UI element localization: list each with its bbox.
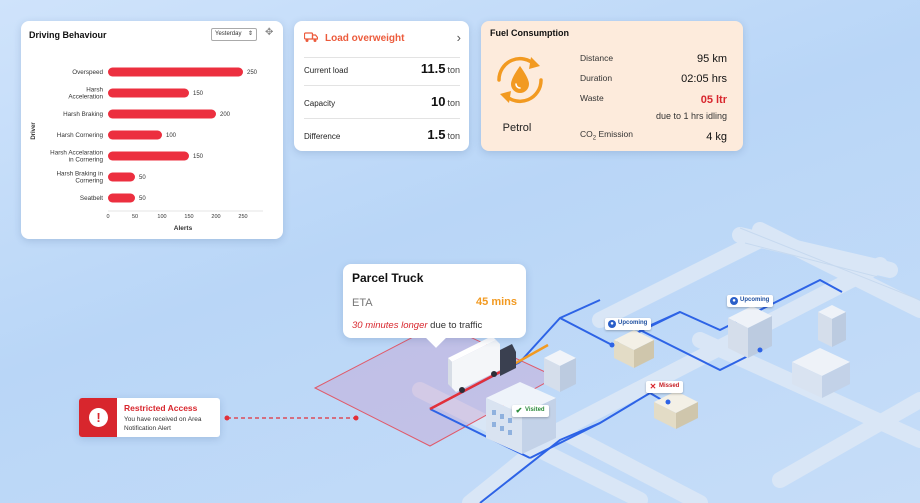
tick-label: 200 [211, 214, 220, 220]
capacity-label: Capacity [304, 99, 336, 108]
delay-message: 30 minutes longer due to traffic [352, 320, 483, 331]
waste-label: Waste [580, 93, 604, 103]
category-label: Harsh Cornering [57, 132, 104, 139]
tag-missed[interactable]: ✕ Missed [646, 381, 684, 393]
data-label: 100 [166, 133, 177, 139]
load-overweight-card[interactable]: Load overweight › Current load 11.5 ton C… [294, 21, 469, 151]
bar [108, 109, 216, 119]
clock-icon: ● [608, 320, 616, 328]
tick-label: 250 [238, 214, 247, 220]
divider [304, 85, 460, 86]
difference-label: Difference [304, 132, 341, 141]
building-warehouse [544, 350, 576, 392]
data-label: 150 [193, 154, 204, 160]
bar [108, 67, 243, 77]
parcel-truck-popup[interactable]: Parcel Truck ETA 45 mins 30 minutes long… [343, 264, 526, 348]
building-corner [792, 348, 850, 398]
category-label: Harsh [86, 87, 103, 94]
difference-value: 1.5 ton [427, 127, 460, 142]
check-icon: ✔ [515, 406, 523, 415]
bar [108, 130, 162, 140]
duration-value: 02:05 hrs [681, 73, 727, 85]
difference-row: Difference 1.5 ton [304, 125, 460, 147]
driving-behaviour-title: Driving Behaviour [29, 30, 107, 40]
category-label: Harsh Braking in [56, 171, 103, 178]
distance-value: 95 km [697, 53, 727, 65]
duration-label: Duration [580, 73, 613, 83]
bar [108, 88, 189, 98]
truck-icon [304, 32, 318, 42]
tick-label: 0 [106, 214, 109, 220]
current-load-row: Current load 11.5 ton [304, 59, 460, 81]
chevron-right-icon[interactable]: › [456, 30, 461, 45]
category-label: Cornering [75, 178, 103, 185]
clock-icon: ● [730, 297, 738, 305]
divider [304, 57, 460, 58]
bar [108, 193, 135, 203]
waste-note: due to 1 hrs idling [655, 111, 727, 121]
data-label: 50 [139, 196, 146, 202]
category-label: in Cornering [69, 157, 104, 164]
category-label: Harsh Accelaration [50, 150, 103, 157]
y-axis-label: Driver [31, 122, 37, 140]
data-label: 250 [247, 70, 258, 76]
divider [304, 118, 460, 119]
distance-label: Distance [580, 53, 614, 63]
tag-visited[interactable]: ✔ Visited [512, 405, 549, 417]
tick-label: 100 [157, 214, 166, 220]
category-label: Acceleration [68, 94, 103, 101]
period-select-value: Yesterday [215, 31, 242, 37]
data-label: 200 [220, 112, 231, 118]
restricted-access-message: You have received on Area Notification A… [124, 416, 202, 432]
data-label: 150 [193, 91, 204, 97]
data-label: 50 [139, 175, 146, 181]
move-icon[interactable]: ✥ [265, 27, 274, 38]
restricted-access-title: Restricted Access [124, 403, 198, 413]
co2-value: 4 kg [706, 131, 727, 143]
category-label: Overspeed [72, 69, 103, 76]
period-select[interactable]: Yesterday ⇕ [211, 28, 257, 41]
building-missed [654, 391, 698, 429]
capacity-row: Capacity 10 ton [304, 92, 460, 114]
driving-behaviour-card: Driving Behaviour Yesterday ⇕ ✥ Driver Ov… [21, 21, 283, 239]
restricted-access-alert[interactable]: ! Restricted Access You have received on… [79, 398, 220, 437]
fuel-type-label: Petrol [502, 122, 532, 134]
fuel-refresh-icon [497, 56, 543, 104]
category-label: Seatbelt [80, 195, 103, 202]
building-upcoming-2 [728, 306, 772, 358]
fuel-consumption-title: Fuel Consumption [490, 28, 569, 38]
cross-icon: ✕ [649, 382, 657, 391]
bar [108, 151, 189, 161]
tick-label: 150 [184, 214, 193, 220]
eta-value: 45 mins [476, 296, 517, 308]
updown-icon: ⇕ [247, 31, 253, 37]
building-tower [818, 305, 846, 347]
bar [108, 172, 135, 182]
vehicle-name: Parcel Truck [352, 271, 424, 285]
alert-icon-box: ! [79, 398, 117, 437]
exclamation-icon: ! [89, 408, 108, 427]
capacity-value: 10 ton [431, 94, 460, 109]
current-load-label: Current load [304, 66, 349, 75]
x-axis-label: Alerts [174, 225, 193, 232]
category-label: Harsh Braking [63, 111, 103, 118]
fuel-consumption-card: Fuel Consumption Petrol Distance 95 km D… [481, 21, 743, 151]
co2-label: CO2 Emission [580, 129, 633, 142]
tag-upcoming[interactable]: ● Upcoming [605, 318, 652, 330]
load-overweight-title: Load overweight [325, 33, 405, 44]
tag-upcoming[interactable]: ● Upcoming [727, 295, 774, 307]
building-upcoming-1 [614, 330, 654, 368]
tick-label: 50 [132, 214, 138, 220]
parcel-truck [448, 336, 516, 393]
waste-value: 05 ltr [700, 94, 727, 106]
current-load-value: 11.5 ton [420, 61, 460, 76]
eta-label: ETA [352, 297, 373, 309]
